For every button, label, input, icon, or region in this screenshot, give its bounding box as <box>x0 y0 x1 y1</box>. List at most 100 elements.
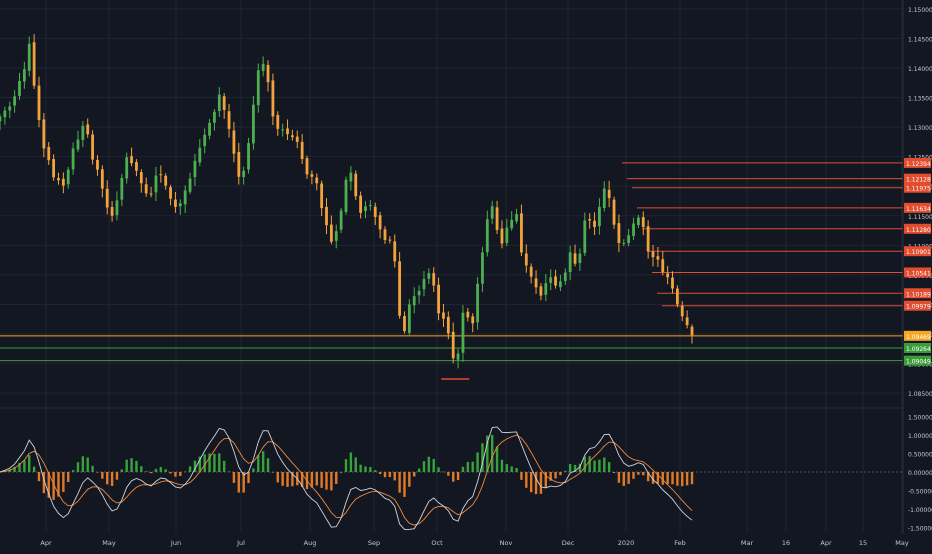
candle-body <box>412 296 416 306</box>
osc-histogram-bar <box>554 472 557 479</box>
osc-histogram-bar <box>144 471 148 472</box>
osc-histogram-bar <box>437 467 440 472</box>
osc-histogram-bar <box>690 472 694 485</box>
osc-tick-label: 1.00000 <box>908 433 932 440</box>
osc-histogram-bar <box>335 472 338 484</box>
candle-body <box>149 193 153 195</box>
candle-body <box>451 331 455 359</box>
osc-histogram-bar <box>354 457 357 472</box>
candle-body <box>520 213 523 253</box>
osc-histogram-bar <box>159 467 163 472</box>
candle-body <box>510 219 514 229</box>
osc-histogram-bar <box>452 472 455 482</box>
osc-histogram-bar <box>383 472 387 478</box>
candle-body <box>354 173 358 197</box>
candle-body <box>646 226 650 252</box>
candle-body <box>18 80 21 96</box>
osc-histogram-bar <box>568 463 572 472</box>
osc-histogram-bar <box>583 456 586 472</box>
osc-histogram-bar <box>325 472 328 490</box>
osc-histogram-bar <box>242 472 245 493</box>
candle-body <box>476 283 479 323</box>
candle-body <box>256 70 260 106</box>
candle-body <box>471 316 475 324</box>
osc-histogram-bar <box>603 457 606 472</box>
level-label-bg <box>904 300 931 311</box>
candle-body <box>364 206 367 212</box>
candle-body <box>76 139 80 150</box>
candle-body <box>66 169 70 185</box>
candle-body <box>651 251 655 258</box>
candle-body <box>627 235 631 244</box>
candle-body <box>607 189 611 199</box>
osc-histogram-bar <box>398 472 401 493</box>
candle-body <box>71 148 75 170</box>
osc-histogram-bar <box>671 472 674 485</box>
candle-body <box>110 207 114 216</box>
osc-tick-label: -0.50000 <box>908 489 932 496</box>
osc-histogram-bar <box>359 464 362 472</box>
time-tick-label: Apr <box>40 539 52 547</box>
osc-histogram-bar <box>549 472 552 481</box>
osc-histogram-bar <box>188 466 192 472</box>
candle-body <box>437 284 440 314</box>
candle-body <box>22 69 26 82</box>
candle-body <box>135 162 138 171</box>
osc-axis[interactable]: 1.50000 1.00000 0.50000 0.00000 -0.50000 -1.0… <box>908 414 932 532</box>
osc-tick-label: -1.50000 <box>908 526 932 533</box>
osc-histogram-bar <box>486 435 489 472</box>
candle-body <box>378 215 382 230</box>
osc-signal-line <box>0 434 693 526</box>
osc-histogram-bar <box>369 466 372 472</box>
candle-body <box>315 177 319 184</box>
candle-body <box>203 134 207 147</box>
osc-histogram-bar <box>564 470 567 472</box>
osc-histogram-bar <box>481 443 484 472</box>
osc-histogram-bar <box>101 472 104 479</box>
osc-tick-label: 0.00000 <box>908 470 932 477</box>
osc-histogram-bar <box>193 460 197 472</box>
level-label-bg <box>904 246 931 257</box>
candle-body <box>466 311 470 318</box>
candle-body <box>3 110 7 118</box>
osc-histogram-bar <box>339 472 343 473</box>
candle-body <box>407 304 411 333</box>
candle-body <box>242 170 246 178</box>
osc-histogram-bar <box>607 462 611 472</box>
candle-body <box>120 177 124 200</box>
candle-body <box>622 242 626 244</box>
osc-histogram-bar <box>388 472 392 478</box>
candle-body <box>81 125 85 140</box>
osc-histogram-bar <box>676 472 679 486</box>
osc-histogram-bar <box>344 459 348 472</box>
candle-body <box>602 188 606 209</box>
osc-histogram-bar <box>515 467 518 472</box>
osc-histogram-bar <box>291 472 294 487</box>
candle-body <box>130 156 133 164</box>
time-tick-label: Apr <box>820 539 832 547</box>
candle-body <box>115 200 119 216</box>
candle-body <box>446 316 450 334</box>
osc-histogram-bar <box>364 466 367 472</box>
osc-histogram-bar <box>174 472 177 477</box>
osc-tick-label: 1.50000 <box>908 414 932 421</box>
time-axis[interactable]: Apr May Jun Jul Aug Sep Oct Nov Dec 2020 Feb Mar 16 A… <box>40 539 908 547</box>
candle-body <box>373 206 377 217</box>
level-label-bg <box>904 182 931 193</box>
candle-body <box>529 266 533 277</box>
level-label: 1.11280 <box>906 227 931 234</box>
osc-histogram-bar <box>442 471 445 473</box>
candle-body <box>183 190 187 205</box>
osc-histogram-bar <box>627 472 630 484</box>
osc-histogram-bar <box>432 458 435 472</box>
candle-body <box>247 143 250 170</box>
osc-histogram-bar <box>237 472 240 493</box>
time-tick-label: 15 <box>859 539 867 547</box>
candle-body <box>539 286 543 296</box>
osc-histogram-bar <box>286 472 289 487</box>
level-label-bg <box>904 288 931 299</box>
level-label: 1.09979 <box>906 304 931 311</box>
candle-body <box>271 80 275 117</box>
osc-histogram-bar <box>408 472 411 487</box>
